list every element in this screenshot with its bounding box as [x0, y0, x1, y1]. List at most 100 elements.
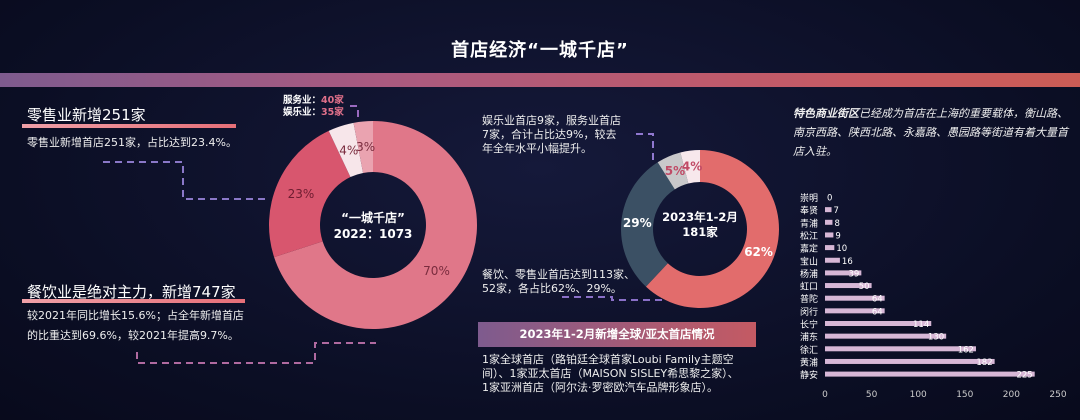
service-label: 服务业：: [283, 95, 322, 106]
service-value: 40家: [321, 95, 344, 106]
bar-value-label: 130: [928, 333, 944, 343]
donut-slice: [353, 121, 373, 173]
donut-slice: [645, 150, 779, 309]
bar: [825, 245, 835, 251]
bar: [825, 358, 995, 364]
donut-slice: [621, 162, 675, 287]
donut-slice: [274, 121, 477, 329]
bar-value-label: 64: [872, 307, 883, 317]
bar-value-label: 10: [836, 244, 847, 254]
x-tick-label: 50: [866, 390, 878, 400]
connector-retail: [103, 161, 265, 200]
donut-slice: [680, 150, 700, 184]
food-heading: 餐饮业是绝对主力，新增747家: [27, 283, 236, 301]
bar-value-label: 16: [842, 257, 853, 267]
food-underline: [22, 299, 245, 303]
bar: [825, 219, 833, 225]
donut-slice: [657, 152, 689, 190]
x-tick-label: 100: [910, 390, 927, 400]
bar: [825, 333, 947, 339]
donut-2022-center-title: “一城千店”: [341, 211, 405, 225]
bar-category-label: 普陀: [800, 293, 818, 305]
first-store-banner: 2023年1-2月新增全球/亚太首店情况: [478, 322, 756, 347]
donut-2023: 62% 29% 5%4%: [621, 150, 779, 309]
ent-value: 35家: [321, 107, 344, 118]
bar-value-label: 182: [976, 358, 992, 368]
street-text: 已经成为首店在上海的重要载体，衡山路、南京西路、陕西北路、永嘉路、愚园路等街道有…: [793, 107, 1068, 158]
bar-category-label: 黄浦: [800, 356, 818, 368]
slice-label: 29%: [623, 216, 652, 230]
bar-category-label: 青浦: [800, 217, 818, 229]
bar-value-label: 7: [834, 206, 839, 216]
bar-category-label: 长宁: [800, 319, 818, 331]
food-2023-desc-1: 餐饮、零售业首店达到113家、: [482, 268, 635, 281]
bar-value-label: 162: [958, 345, 974, 355]
slice-label: 70%: [423, 264, 450, 278]
bar-category-label: 嘉定: [800, 243, 818, 255]
bar-category-label: 徐汇: [800, 344, 818, 356]
bar-category-label: 静安: [800, 369, 818, 381]
bar-category-label: 松江: [800, 230, 818, 242]
bar: [825, 232, 834, 238]
bar-value-label: 50: [859, 282, 870, 292]
bar-value-label: 0: [827, 194, 832, 204]
food-desc-1: 较2021年同比增长15.6%；占全年新增首店: [27, 309, 244, 322]
connector-food: [136, 342, 376, 364]
bar-category-label: 闵行: [800, 306, 818, 318]
connector-food-2023: [562, 296, 665, 301]
bar: [825, 295, 885, 301]
banner-desc-1: 1家全球首店（路铂廷全球首家Loubi Family主题空: [482, 353, 734, 366]
slice-label: 62%: [744, 245, 773, 259]
donut-2022: 70% 23% 4%3%: [269, 121, 477, 329]
ent-label: 娱乐业：: [283, 107, 322, 118]
x-tick-label: 0: [822, 390, 828, 400]
bar-value-label: 64: [872, 295, 883, 305]
bar: [825, 207, 832, 213]
slice-label: 23%: [288, 187, 315, 201]
food-desc-2: 的比重达到69.6%，较2021年提高9.7%。: [27, 329, 239, 342]
slice-label: 5%: [665, 164, 685, 178]
banner-desc-3: 1家亚洲首店（阿尔法·罗密欧汽车品牌形象店）。: [482, 381, 718, 394]
bar-value-label: 9: [835, 231, 840, 241]
bar-category-label: 崇明: [800, 193, 818, 204]
banner-desc-2: 间）、1家亚太首店（MAISON SISLEY希思黎之家）、: [482, 367, 739, 380]
connector-ent-2023: [636, 133, 654, 160]
retail-underline: [22, 124, 236, 128]
district-bar-chart: 崇明 0 奉贤 7 青浦 8 松江 9 嘉定 10 宝山 16 杨浦 39 虹口 50 普陀 64 闵行 64 长宁 11…: [800, 193, 1067, 400]
bar-value-label: 114: [913, 320, 929, 330]
slice-label: 4%: [339, 143, 358, 157]
street-description: 特色商业街区已经成为首店在上海的重要载体，衡山路、南京西路、陕西北路、永嘉路、愚…: [793, 104, 1073, 161]
bar-value-label: 39: [849, 269, 860, 279]
bar-category-label: 虹口: [800, 282, 818, 293]
header-band: [0, 73, 1080, 87]
ent-2023-desc-1: 娱乐业首店9家，服务业首店: [482, 114, 621, 127]
donut-2023-center-title: 2023年1-2月: [662, 210, 738, 224]
ent-2023-desc-2: 7家，合计占比达9%，较去: [482, 128, 617, 141]
slice-label: 3%: [356, 140, 375, 154]
ent-2023-desc-3: 年全年水平小幅提升。: [482, 142, 592, 155]
bar: [825, 346, 976, 352]
donut-2022-center-value: 2022：1073: [333, 227, 413, 241]
connector-legend: [350, 105, 359, 122]
x-tick-label: 200: [1003, 390, 1020, 400]
bar: [825, 270, 862, 276]
donut-2023-center-value: 181家: [682, 225, 718, 239]
donut-slice: [269, 130, 351, 258]
x-tick-label: 250: [1049, 390, 1066, 400]
bar: [825, 257, 840, 263]
bar: [825, 308, 885, 314]
bar-value-label: 8: [834, 219, 839, 229]
slice-label: 4%: [682, 159, 702, 173]
page-title: 首店经济“一城千店”: [451, 40, 629, 61]
food-2023-desc-2: 52家，各占比62%、29%。: [482, 282, 622, 295]
bar-category-label: 奉贤: [800, 205, 818, 217]
retail-heading: 零售业新增251家: [27, 106, 146, 124]
bar-category-label: 浦东: [800, 331, 818, 343]
bar-category-label: 杨浦: [800, 268, 818, 280]
bar: [825, 283, 872, 289]
bar-value-label: 225: [1016, 371, 1032, 381]
donut-slice: [328, 122, 364, 178]
legend-2022: 服务业：40家 娱乐业：35家: [283, 95, 344, 119]
street-highlight: 特色商业街区: [793, 107, 859, 120]
